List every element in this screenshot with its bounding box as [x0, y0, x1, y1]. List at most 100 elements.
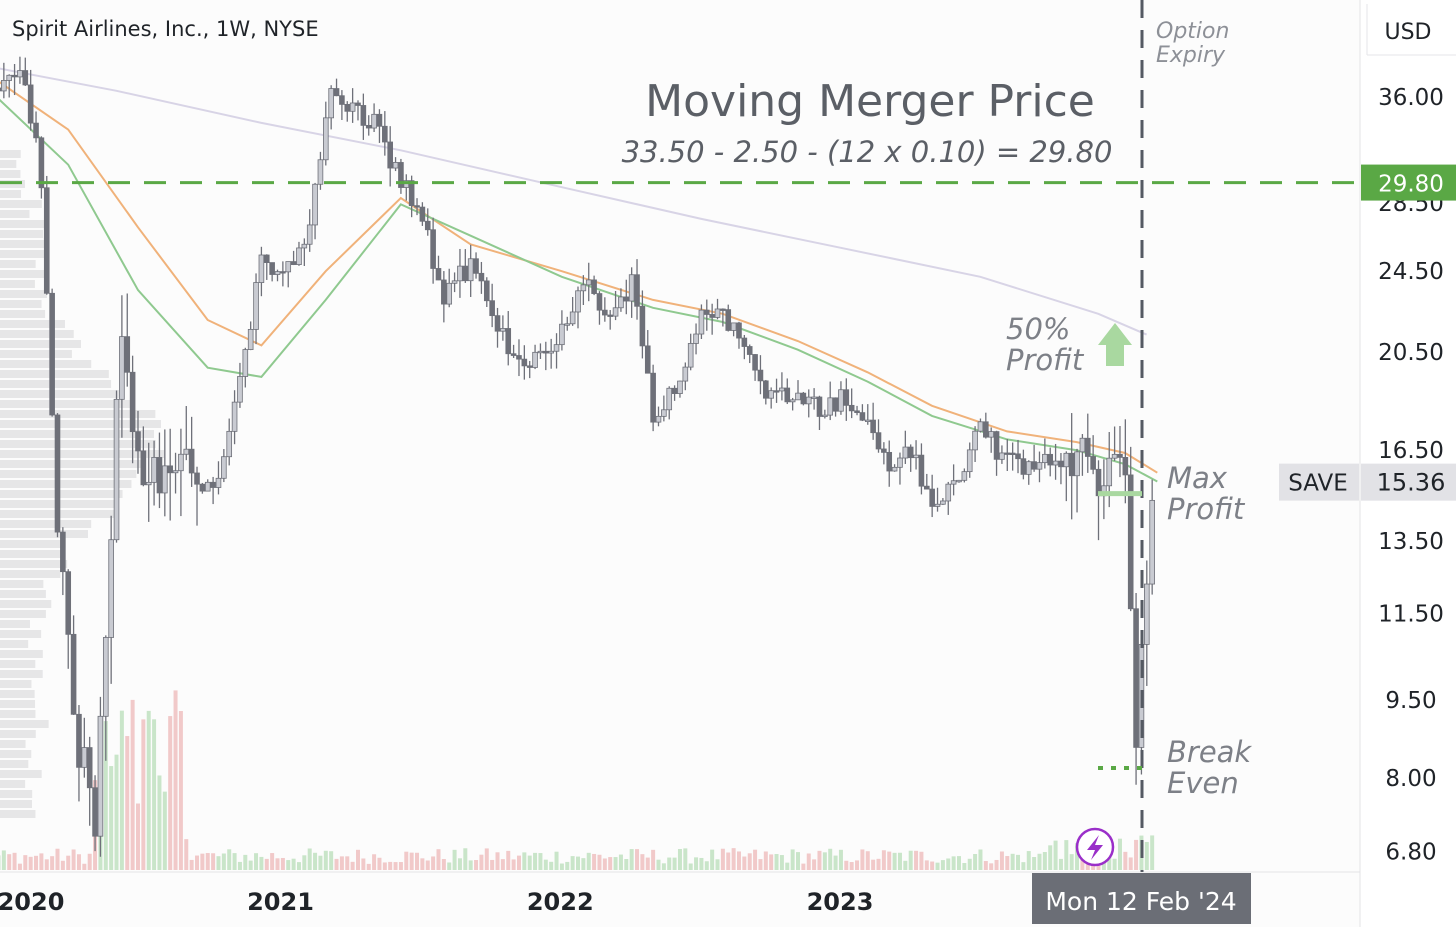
candle-body: [365, 124, 372, 129]
candle-body: [215, 477, 222, 488]
candle-body: [1042, 453, 1048, 464]
volume-bar: [812, 859, 817, 870]
volume-bar: [146, 710, 151, 870]
candle-body: [467, 258, 474, 282]
candle-body: [414, 205, 420, 208]
volume-bar: [683, 848, 688, 870]
volume-profile-bar: [0, 690, 35, 698]
volume-profile-bar: [0, 430, 155, 438]
volume-bar: [1128, 857, 1133, 870]
volume-profile-bar: [0, 440, 156, 448]
candle-body: [457, 265, 463, 282]
volume-bar: [586, 852, 591, 870]
volume-bar: [388, 861, 393, 870]
volume-bar: [130, 699, 135, 870]
volume-bar: [753, 849, 758, 870]
volume-bar: [1037, 853, 1042, 870]
candle-body: [693, 333, 699, 344]
volume-bar: [377, 857, 382, 870]
volume-profile-bar: [0, 460, 144, 468]
volume-bar: [103, 721, 108, 870]
volume-bar: [956, 856, 961, 870]
volume-bar: [908, 850, 913, 870]
volume-bar: [366, 863, 371, 870]
candle-body: [623, 296, 630, 302]
symbol-label[interactable]: Spirit Airlines, Inc., 1W, NYSE: [12, 17, 319, 41]
volume-bar: [232, 853, 237, 870]
alert-bolt-button[interactable]: [1075, 827, 1115, 867]
volume-bar: [420, 858, 425, 870]
volume-bar: [168, 716, 173, 870]
price-tick-label: 20.50: [1378, 340, 1444, 366]
candle-body: [843, 389, 850, 406]
candle-body: [108, 539, 114, 638]
candle-body: [81, 747, 88, 768]
currency-label[interactable]: USD: [1384, 20, 1431, 45]
volume-bar: [248, 860, 253, 870]
price-tick-label: 24.50: [1378, 259, 1444, 285]
candle-body: [1, 80, 7, 92]
volume-profile-bar: [0, 550, 63, 558]
volume-profile-bar: [0, 280, 35, 288]
volume-profile-bar: [0, 810, 36, 818]
volume-bar: [12, 852, 17, 870]
candle-body: [988, 431, 994, 438]
volume-bar: [1026, 851, 1031, 870]
volume-profile-bar: [0, 400, 133, 408]
volume-bar: [66, 855, 71, 870]
candle-body: [585, 279, 592, 286]
candle-body: [199, 483, 206, 492]
candle-body: [1004, 452, 1011, 455]
volume-bar: [114, 754, 119, 870]
volume-bar: [624, 858, 629, 870]
candle-body: [451, 280, 458, 284]
volume-bar: [264, 858, 269, 870]
volume-profile-bar: [0, 520, 92, 528]
volume-bar: [533, 852, 538, 870]
last-price-tag-label: 15.36: [1377, 469, 1446, 497]
volume-bar: [109, 766, 114, 870]
volume-bar: [951, 856, 956, 870]
volume-bar: [1107, 852, 1112, 870]
candle-body: [918, 454, 925, 487]
volume-bar: [1069, 854, 1074, 870]
volume-bar: [157, 775, 162, 870]
candle-body: [392, 162, 399, 169]
candle-body: [162, 465, 168, 494]
volume-bar: [318, 855, 323, 870]
volume-profile-bar: [0, 740, 26, 748]
volume-bar: [173, 690, 178, 870]
candle-body: [119, 336, 125, 400]
candle-body: [462, 265, 469, 282]
volume-bar: [645, 857, 650, 870]
volume-bar: [1021, 862, 1026, 870]
volume-bar: [50, 856, 55, 870]
volume-bar: [962, 862, 967, 870]
candle-body: [441, 279, 447, 305]
candle-body: [371, 113, 377, 129]
volume-bar: [474, 860, 479, 870]
volume-bar: [699, 857, 704, 870]
price-axis-panel[interactable]: [1360, 0, 1456, 927]
candle-body: [360, 105, 367, 126]
volume-bar: [447, 862, 452, 870]
volume-bar: [978, 849, 983, 870]
volume-bar: [393, 862, 398, 870]
volume-profile-bar: [0, 660, 36, 668]
chart-title: Moving Merger Price: [645, 76, 1095, 127]
volume-profile-bar: [0, 480, 132, 488]
candle-body: [38, 137, 45, 189]
candle-body: [1025, 461, 1032, 475]
volume-bar: [1010, 853, 1015, 870]
volume-bar: [280, 857, 285, 870]
volume-bar: [597, 854, 602, 870]
candle-body: [666, 387, 673, 411]
candle-body: [752, 354, 758, 371]
volume-bar: [667, 857, 672, 870]
volume-bar: [1123, 851, 1128, 870]
volume-bar: [892, 852, 897, 870]
candle-body: [580, 284, 587, 292]
ticker-tag: [1279, 463, 1359, 501]
volume-bar: [973, 853, 978, 870]
